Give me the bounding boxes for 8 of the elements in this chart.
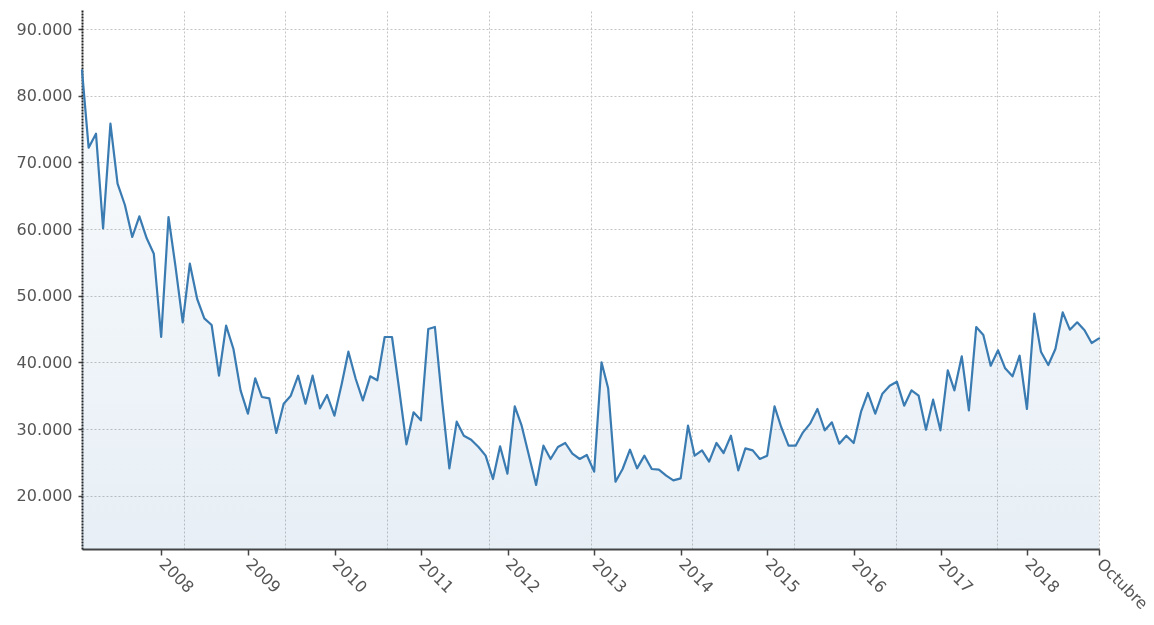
y-tick-label: 80.000 (16, 86, 73, 106)
y-tick-label: 40.000 (16, 352, 73, 372)
y-tick-label: 60.000 (16, 219, 73, 239)
y-tick-label: 90.000 (16, 19, 73, 39)
y-tick-label: 70.000 (16, 152, 73, 172)
y-tick-label: 20.000 (16, 486, 73, 506)
y-tick-label: 50.000 (16, 286, 73, 306)
y-tick-label: 30.000 (16, 419, 73, 439)
